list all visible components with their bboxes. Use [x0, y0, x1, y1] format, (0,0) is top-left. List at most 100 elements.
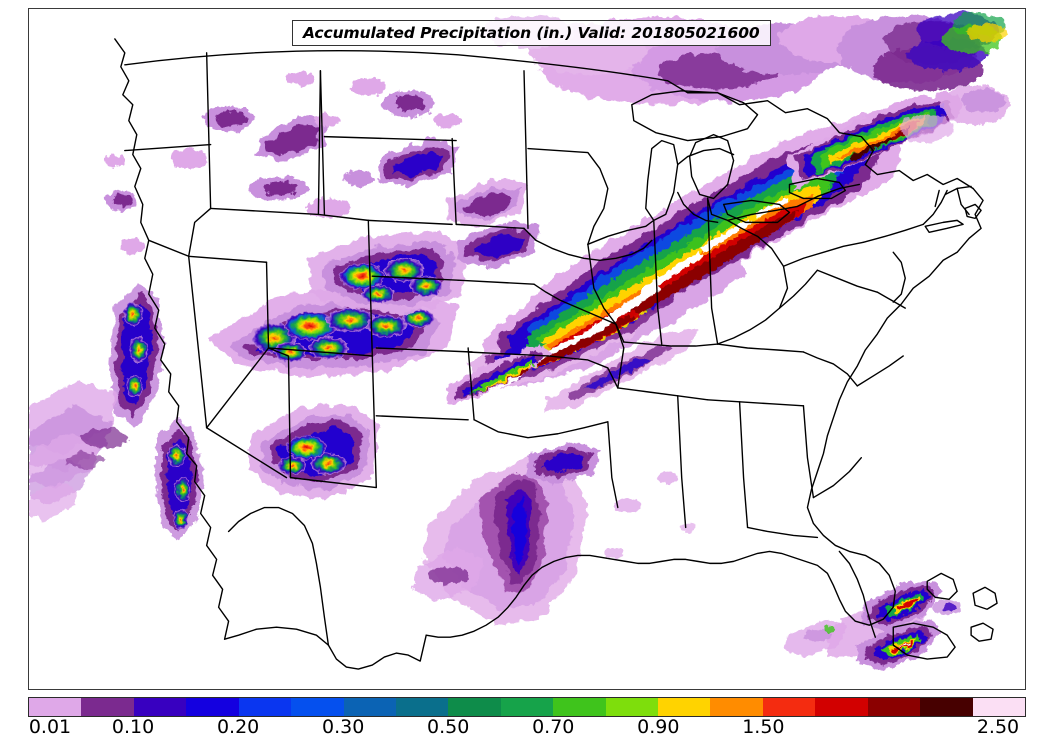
border-ar-ms-tn [617, 387, 709, 401]
lake-ontario [788, 177, 847, 200]
border-wv-pa-md [782, 241, 865, 267]
border-ok-tx-panhandle [467, 347, 475, 421]
border-nc-sc [856, 355, 904, 387]
border-mt-nd-sd [319, 70, 326, 216]
colorbar-segment-14 [762, 698, 816, 716]
border-pa-nj-ny [862, 223, 924, 244]
florida-east-coast [838, 550, 876, 638]
border-mo-ar-east [615, 323, 625, 389]
colorbar-tick-0.01: 0.01 [28, 716, 72, 738]
border-nd-sd [323, 135, 457, 142]
border-mi-in-oh [676, 191, 719, 224]
colorbar-segment-7 [395, 698, 449, 716]
pacific-coastline [114, 38, 230, 640]
border-wy-sd-ne [367, 219, 453, 226]
map-geography [114, 38, 998, 670]
border-ok-tx [473, 419, 609, 439]
border-ne-ia [455, 223, 525, 230]
border-ok-ar-mo [547, 355, 619, 389]
border-pa-ny [796, 183, 861, 208]
border-va-coast [876, 291, 906, 309]
colorbar-tick-1.50: 1.50 [742, 716, 785, 738]
precip-region-canada-northeast [871, 23, 1008, 91]
border-fl-north [746, 526, 819, 539]
precip-region-california [29, 154, 205, 542]
long-island [924, 219, 964, 234]
atlantic-gulf-coastline [425, 187, 984, 638]
precip-region-florida [783, 579, 962, 672]
delmarva [892, 251, 906, 303]
border-wa-id [205, 52, 212, 210]
colorbar-tick-0.10: 0.10 [111, 716, 155, 738]
lake-huron [688, 133, 735, 200]
colorbar-segment-16 [867, 698, 921, 716]
border-ky-va-wv [716, 269, 819, 345]
border-ga-sc [802, 405, 815, 499]
colorbar-segment-4 [238, 698, 292, 716]
lake-erie [722, 199, 791, 224]
border-mi-up [676, 147, 735, 166]
map-panel[interactable] [28, 8, 1026, 690]
colorbar-segment-12 [658, 698, 711, 716]
border-sd-mt-nd [451, 137, 457, 226]
border-ks-mo [457, 279, 535, 285]
bahamas-east [972, 586, 998, 610]
border-nm-co-ok [375, 347, 473, 353]
border-tn-al-ga [706, 399, 805, 407]
border-co-ks [371, 275, 459, 281]
page-title: Accumulated Precipitation (in.) Valid: 2… [303, 24, 760, 42]
precipitation-field [29, 12, 1010, 672]
colorbar-segment-10 [553, 698, 606, 716]
map-title-box: Accumulated Precipitation (in.) Valid: 2… [292, 20, 771, 46]
border-ca-az [205, 427, 288, 479]
border-nm [289, 355, 378, 489]
bahamas-outline [926, 572, 958, 600]
border-or-id [187, 207, 212, 257]
border-mn-wi [527, 147, 609, 246]
colorbar-segment-5 [291, 698, 344, 716]
precip-region-midwest-squall-line [446, 92, 964, 412]
border-mo-ar [533, 283, 617, 325]
border-in-oh [706, 197, 719, 345]
colorbar-segment-18 [972, 698, 1026, 716]
colorbar-tick-labels: 0.01 0.10 0.20 0.30 0.50 0.70 0.90 1.50 2.50 [0, 716, 1054, 745]
border-tn-nc [802, 351, 859, 387]
colorbar-tick-0.20: 0.20 [216, 716, 260, 738]
colorbar-segment-0 [29, 698, 82, 716]
colorbar-tick-0.50: 0.50 [427, 716, 470, 738]
colorbar-segment-13 [710, 698, 763, 716]
border-vt-nh [934, 189, 940, 208]
precip-region-northeast [901, 84, 1010, 143]
border-ga-sc-coast [812, 456, 863, 499]
border-wi-mi-lake [587, 219, 655, 246]
border-ms-al [676, 395, 687, 529]
baja-california [227, 506, 330, 646]
border-ut-co-line [267, 347, 374, 357]
colorbar-segment-3 [186, 698, 239, 716]
precip-region-great-basin [170, 71, 540, 500]
colorbar-segment-1 [81, 698, 134, 716]
colorbar-tick-0.70: 0.70 [532, 716, 575, 738]
colorbar-segment-11 [605, 698, 659, 716]
border-mn-sd-nd [523, 70, 529, 230]
border-il-ky [623, 341, 719, 347]
colorbar-segment-17 [920, 698, 973, 716]
colorbar-segment-8 [448, 698, 501, 716]
precipitation-colorbar[interactable] [28, 697, 1026, 717]
mexico-border [223, 626, 427, 670]
border-tx-la-ar [607, 421, 619, 509]
border-il-in [653, 219, 663, 345]
border-va-nc [816, 269, 878, 293]
border-ky-tn [716, 343, 805, 353]
colorbar-tick-2.50: 2.50 [976, 716, 1020, 738]
lake-superior [631, 90, 759, 142]
precip-region-texas [412, 441, 696, 626]
colorbar-tick-0.90: 0.90 [637, 716, 680, 738]
border-az-ut [267, 347, 292, 479]
border-nm-ok [375, 415, 469, 421]
border-al-ga [738, 401, 749, 529]
border-wv-oh [706, 197, 789, 309]
map-canvas [29, 9, 1025, 689]
colorbar-segment-9 [500, 698, 554, 716]
